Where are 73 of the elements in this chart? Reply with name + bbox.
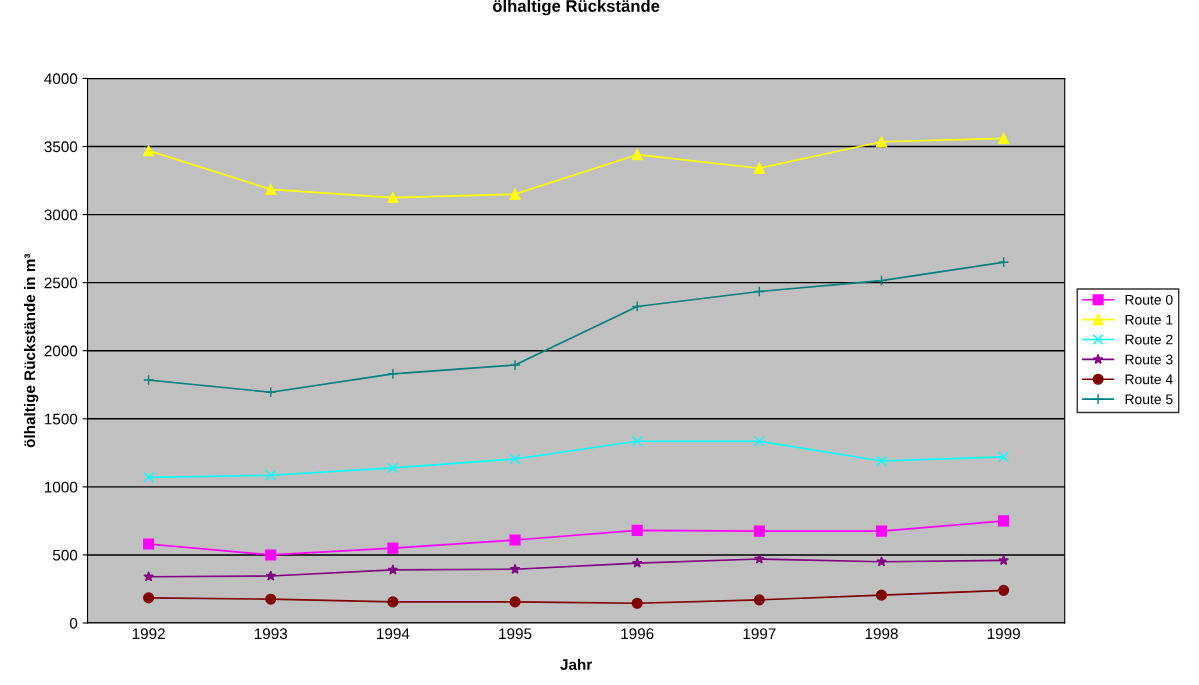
point [509, 359, 521, 371]
point [509, 188, 521, 200]
legend-label: Route 0 [1125, 294, 1173, 305]
chart-title: ölhaltige Rückstände [492, 0, 660, 16]
y-tick-label: 2000 [44, 345, 78, 357]
point [143, 538, 155, 550]
x-tick-label: 1994 [377, 628, 410, 640]
point [265, 593, 277, 605]
point [998, 256, 1010, 268]
x-tick-label: 1996 [621, 628, 654, 640]
point [265, 386, 277, 398]
y-tick-label: 4000 [44, 73, 78, 85]
point [509, 596, 521, 608]
legend-label: Route 1 [1125, 314, 1173, 325]
point [143, 571, 154, 582]
point [143, 374, 155, 386]
y-tick-label: 1000 [44, 481, 78, 493]
y-tick-label: 1500 [44, 413, 78, 425]
x-axis-title: Jahr [560, 658, 593, 670]
point [387, 564, 399, 575]
point [875, 525, 888, 537]
legend-label: Route 3 [1125, 354, 1173, 365]
point [998, 515, 1010, 527]
point [754, 553, 765, 564]
x-tick-label: 1992 [132, 628, 165, 640]
x-tick-label: 1999 [987, 628, 1020, 640]
point [265, 183, 277, 195]
point [875, 275, 888, 287]
x-tick-label: 1995 [499, 628, 532, 640]
point [509, 453, 521, 465]
point [631, 435, 643, 447]
y-tick-label: 0 [69, 617, 78, 629]
point [387, 542, 399, 554]
point [998, 451, 1010, 463]
point [998, 554, 1009, 566]
point [753, 285, 765, 298]
point [875, 455, 888, 467]
point [387, 596, 399, 608]
point [509, 534, 521, 546]
point [753, 594, 765, 606]
point [998, 584, 1010, 596]
point [265, 570, 277, 581]
point [143, 471, 155, 483]
legend-label: Route 5 [1125, 394, 1173, 405]
point [265, 549, 277, 561]
y-tick-label: 3500 [44, 141, 78, 153]
point [387, 368, 399, 380]
point [753, 435, 765, 447]
point [387, 192, 399, 204]
x-tick-label: 1997 [743, 628, 776, 640]
x-tick-label: 1998 [865, 628, 898, 640]
point [387, 462, 399, 474]
legend-label: Route 2 [1125, 334, 1173, 345]
point [875, 589, 888, 601]
point [753, 162, 765, 174]
point [631, 524, 643, 536]
y-tick-label: 2500 [44, 277, 78, 289]
y-axis-title: ölhaltige Rückstände in m³ [23, 253, 39, 448]
point [631, 557, 643, 568]
y-tick-label: 500 [52, 549, 78, 561]
y-tick-label: 3000 [44, 209, 78, 221]
point [998, 132, 1010, 144]
point [875, 136, 888, 148]
point [143, 145, 155, 157]
point [753, 525, 765, 537]
point [143, 592, 155, 604]
point [631, 597, 643, 609]
point [631, 300, 643, 313]
point [265, 469, 277, 481]
point [509, 563, 521, 574]
legend-label: Route 4 [1125, 374, 1173, 385]
point [631, 149, 643, 161]
x-tick-label: 1993 [254, 628, 288, 640]
